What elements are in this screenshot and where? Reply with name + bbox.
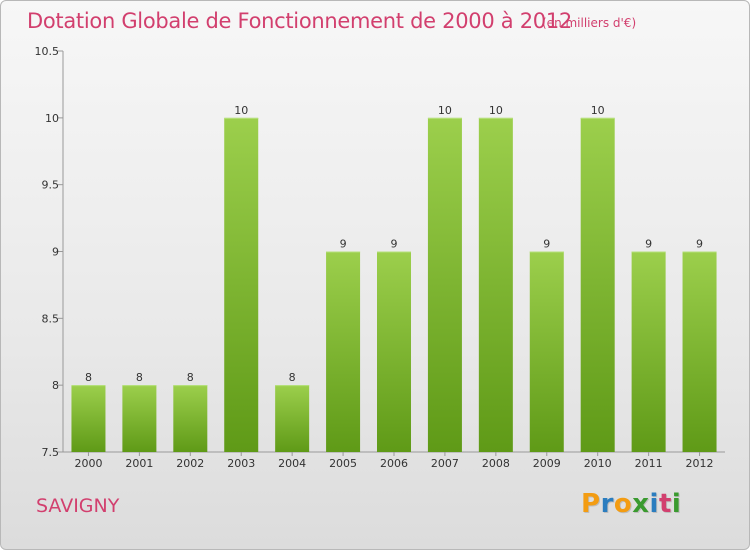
logo-letter: o — [613, 489, 633, 519]
bar — [427, 117, 462, 452]
x-tick-label: 2007 — [431, 457, 459, 470]
x-tick-label: 2011 — [635, 457, 663, 470]
bar — [377, 251, 411, 452]
data-label: 9 — [391, 238, 398, 251]
x-tick-label: 2000 — [74, 457, 102, 470]
logo-letter: r — [600, 489, 614, 519]
y-tick-label: 7.5 — [42, 446, 60, 459]
x-tick-label: 2005 — [329, 457, 357, 470]
x-tick-label: 2003 — [227, 457, 255, 470]
y-tick-label: 9.5 — [42, 179, 60, 192]
y-tick-label: 9 — [52, 246, 59, 259]
bar — [224, 117, 259, 452]
x-tick-label: 2012 — [686, 457, 714, 470]
chart-subtitle: (en milliers d'€) — [542, 16, 637, 30]
data-label: 10 — [234, 104, 248, 117]
bar — [631, 251, 666, 452]
bar — [682, 251, 717, 452]
logo-letter: i — [649, 489, 659, 519]
data-label: 9 — [645, 238, 652, 251]
bar — [529, 251, 564, 452]
x-tick-label: 2004 — [278, 457, 306, 470]
data-label: 10 — [591, 104, 605, 117]
data-label: 8 — [187, 371, 194, 384]
x-tick-label: 2008 — [482, 457, 510, 470]
y-tick-label: 8 — [52, 379, 59, 392]
data-label: 9 — [340, 238, 347, 251]
y-tick-label: 10 — [45, 112, 59, 125]
bar — [122, 385, 157, 452]
data-label: 8 — [289, 371, 296, 384]
y-tick-label: 8.5 — [42, 312, 60, 325]
logo-letter: t — [658, 489, 672, 519]
data-label: 8 — [136, 371, 143, 384]
bar — [173, 385, 208, 452]
logo-letter: P — [581, 489, 601, 519]
x-tick-label: 2006 — [380, 457, 408, 470]
logo-letter: x — [632, 489, 650, 519]
bar — [71, 385, 106, 452]
proxiti-logo: Proxiti — [581, 489, 681, 519]
bar — [580, 117, 615, 452]
logo-letter: i — [671, 489, 682, 519]
chart-title: Dotation Globale de Fonctionnement de 20… — [27, 9, 572, 33]
x-tick-label: 2010 — [584, 457, 612, 470]
data-label: 8 — [85, 371, 92, 384]
x-tick-label: 2001 — [125, 457, 153, 470]
data-label: 10 — [438, 104, 452, 117]
data-label: 9 — [543, 238, 550, 251]
bar — [326, 251, 361, 452]
bar — [275, 385, 310, 452]
data-label: 10 — [489, 104, 503, 117]
x-tick-label: 2009 — [533, 457, 561, 470]
x-tick-label: 2002 — [176, 457, 204, 470]
bar — [478, 117, 513, 452]
data-label: 9 — [696, 238, 703, 251]
y-tick-label: 10.5 — [35, 45, 60, 58]
town-name: SAVIGNY — [36, 495, 120, 517]
